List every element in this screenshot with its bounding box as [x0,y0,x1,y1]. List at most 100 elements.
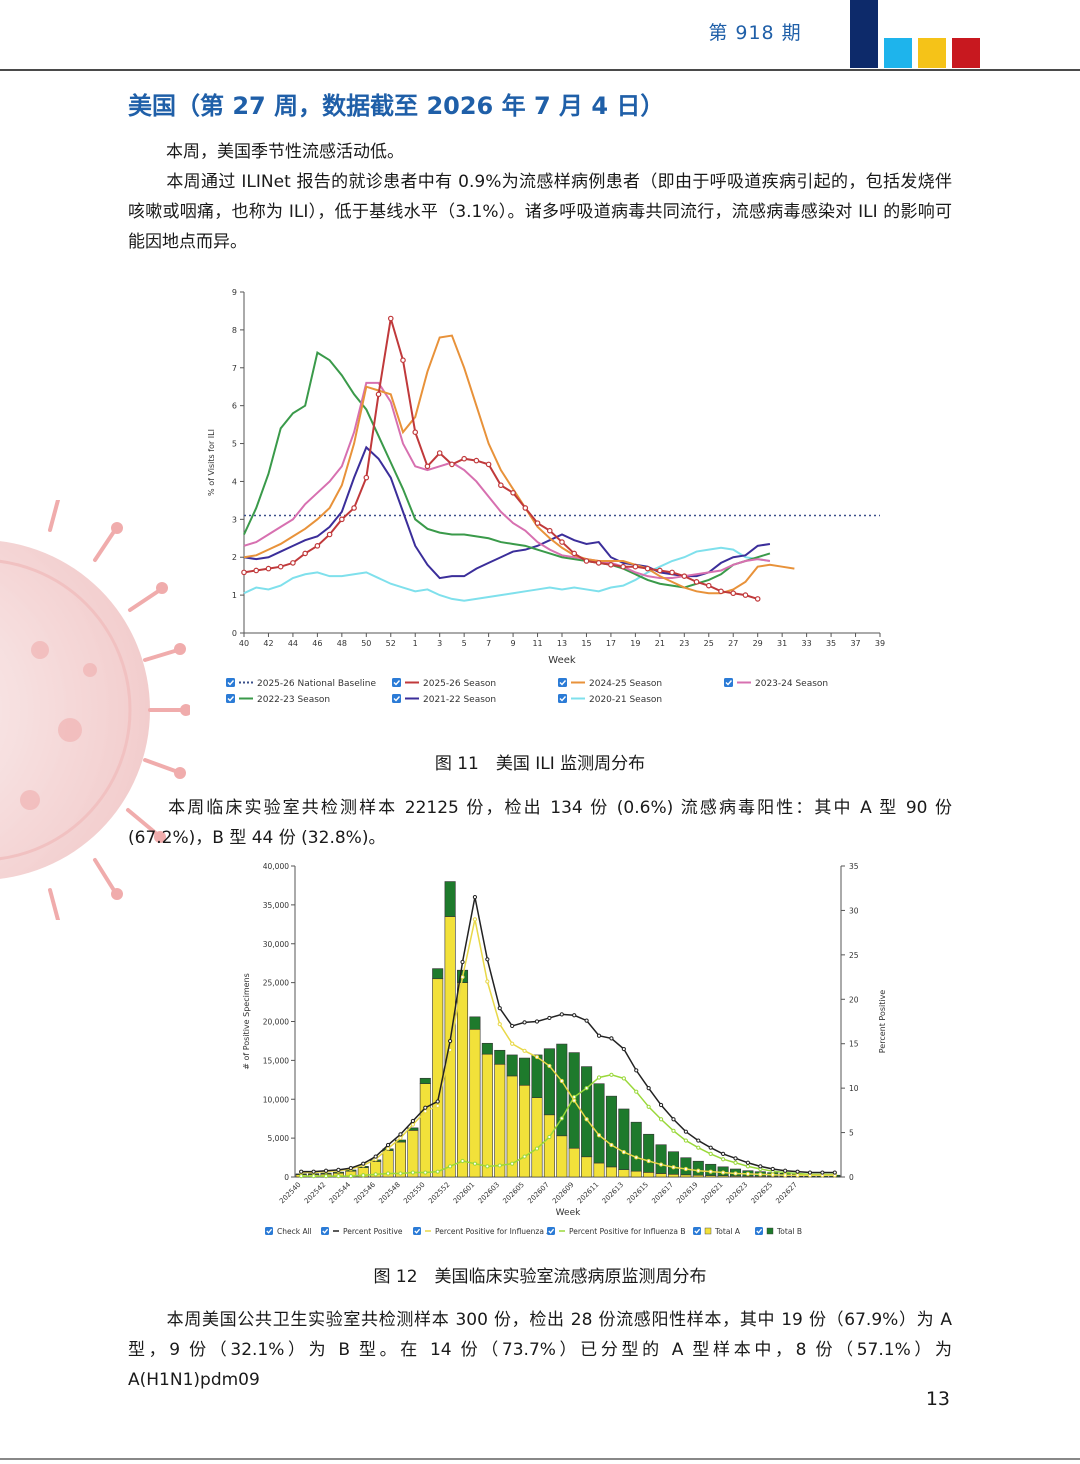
data-point [742,592,749,598]
line-point [721,1151,726,1156]
bar-total-a [581,1156,593,1178]
x-tick-label: 1 [413,639,418,648]
line-point [634,1155,639,1160]
line-point [398,1132,403,1137]
line-point [423,1109,428,1114]
y-tick-label: 3 [232,515,237,524]
logo-bar-yellow [918,38,946,68]
line-point [435,1103,440,1109]
line-point [547,1134,552,1140]
check-icon [393,696,401,702]
data-point [351,505,357,511]
data-point [326,531,333,538]
bar-total-b [506,1054,518,1077]
data-point [302,550,308,557]
data-point [449,461,455,468]
bar-total-a [457,982,469,1178]
x-tick-label: 7 [486,639,491,648]
data-point [436,450,443,456]
y2-tick-label: 15 [849,1040,859,1049]
line-point [323,1174,329,1179]
x-tick-label: 202613 [601,1181,626,1206]
data-point [461,455,467,462]
bar-total-a [593,1162,605,1178]
y-tick-label: 20,000 [263,1018,289,1027]
x-tick-label: 202609 [551,1181,576,1206]
line-point [485,957,490,962]
x-tick-label: 202542 [303,1181,328,1206]
bar-total-b [432,968,444,980]
line-point [559,1078,564,1084]
line-point [683,1138,688,1143]
y-tick-label: 10,000 [263,1095,289,1104]
line-point [547,1063,552,1069]
x-tick-label: 31 [777,639,787,648]
check-icon [266,1228,273,1234]
bar-total-b [581,1066,593,1158]
line-point [807,1170,813,1175]
bar-total-b [519,1057,531,1086]
legend-item: 2025-26 National Baseline [226,678,376,689]
y-tick-label: 1 [232,591,237,600]
line-point [311,1174,316,1179]
check-icon [756,1228,763,1234]
bar-total-b [593,1083,605,1164]
check-icon [227,680,235,686]
line-point [472,917,478,922]
bar-total-b [667,1151,679,1175]
data-point [595,560,602,566]
line-point [448,1038,453,1044]
line-point [634,1089,639,1094]
legend-checkbox [226,678,235,687]
data-point [277,563,284,570]
logo-bar-red [952,38,980,68]
line-point [348,1166,353,1171]
line-point [634,1068,639,1073]
legend-label: Total B [776,1227,802,1236]
legend-label: 2020-21 Season [589,695,662,705]
y2-tick-label: 0 [849,1173,854,1182]
data-point [253,567,260,574]
line-point [460,959,465,965]
x-tick-label: 202552 [427,1181,452,1206]
legend-item: 2025-26 Season [392,678,496,689]
check-icon [322,1228,329,1234]
bar-total-a [469,1028,481,1178]
y-tick-label: 0 [284,1173,289,1182]
line-point [770,1172,775,1177]
check-icon [559,680,567,686]
line-point [733,1171,738,1176]
bar-total-a [531,1097,543,1178]
line-point [621,1076,626,1081]
line-point [783,1173,788,1178]
line-point [609,1142,614,1148]
line-point [497,1022,502,1027]
line-point [323,1168,329,1173]
bar-total-b [481,1042,493,1055]
line-point [671,1165,676,1170]
y-tick-label: 7 [232,364,237,373]
data-point [522,505,529,511]
legend-label: Percent Positive [343,1227,403,1236]
line-point [510,1041,515,1046]
line-point [311,1169,316,1174]
line-point [398,1135,403,1141]
paragraph-3: 本周临床实验室共检测样本 22125 份，检出 134 份 (0.6%) 流感病… [128,793,952,853]
bar-total-a [605,1166,617,1178]
x-tick-label: 202611 [576,1181,601,1206]
data-point [387,315,394,322]
line-point [373,1154,378,1159]
line-point [410,1118,415,1124]
y-tick-label: 8 [232,326,237,335]
line-point [472,1161,478,1166]
x-tick-label: 50 [361,639,371,648]
y-tick-label: 5 [232,440,237,449]
x-tick-label: 202540 [278,1181,303,1206]
line-point [572,1013,577,1018]
data-point [608,561,614,568]
line-point [559,1116,564,1121]
y-tick-label: 9 [232,288,237,297]
line-point [609,1072,614,1077]
figure-11-caption: 图 11 美国 ILI 监测周分布 [434,754,646,774]
x-tick-label: 202607 [526,1181,551,1206]
